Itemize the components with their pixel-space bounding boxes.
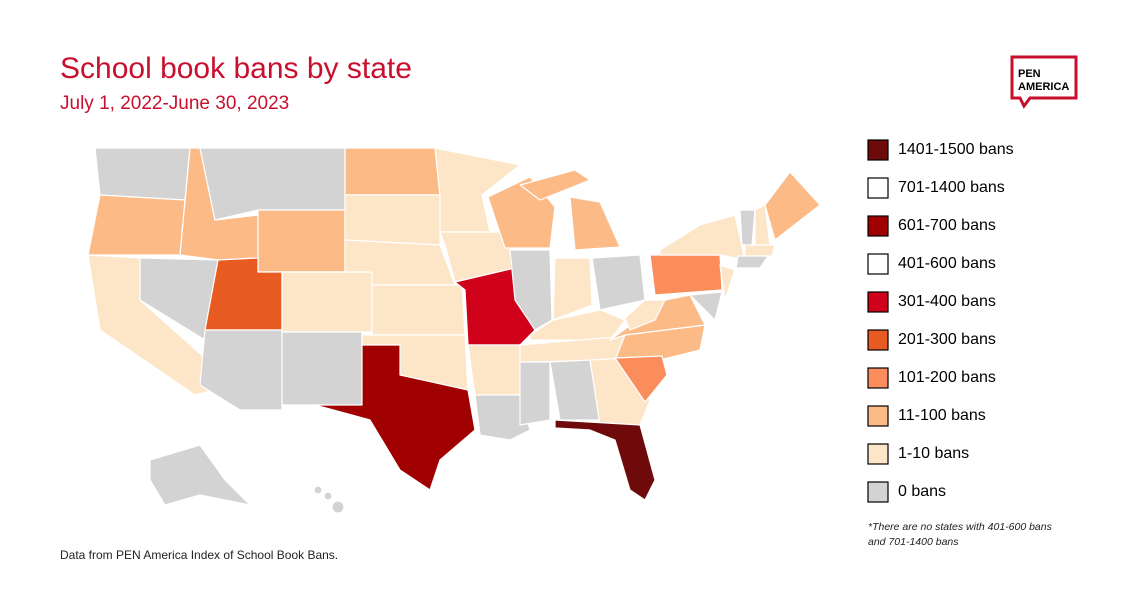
- logo-frame: [1010, 55, 1078, 109]
- state: [519, 361, 551, 426]
- state: [689, 291, 723, 321]
- legend-label: 401-600 bans: [898, 255, 996, 272]
- state: [467, 344, 526, 396]
- legend-label: 11-100 bans: [898, 407, 986, 424]
- logo: PEN AMERICA: [1010, 55, 1078, 109]
- state: [331, 500, 345, 514]
- legend-swatch: [867, 329, 889, 351]
- state: [624, 299, 666, 331]
- logo-text: AMERICA: [1018, 81, 1069, 93]
- state: [554, 419, 656, 501]
- us-map: [87, 147, 821, 514]
- state: [149, 444, 251, 506]
- legend-swatch: [867, 139, 889, 161]
- legend-label: 0 bans: [898, 483, 946, 500]
- legend-swatch: [867, 367, 889, 389]
- state: [614, 355, 668, 403]
- state: [764, 171, 821, 241]
- state: [344, 147, 441, 196]
- state: [509, 249, 553, 331]
- legend-swatch: [867, 253, 889, 275]
- state: [313, 485, 323, 495]
- source-note: Data from PEN America Index of School Bo…: [60, 548, 338, 562]
- state: [739, 209, 756, 246]
- legend-label: 301-400 bans: [898, 293, 996, 310]
- state: [281, 271, 373, 333]
- legend-swatch: [867, 443, 889, 465]
- state: [529, 309, 626, 341]
- state: [719, 264, 736, 301]
- state: [649, 254, 723, 296]
- state: [314, 344, 476, 491]
- footnote: *There are no states with 401-600 bans: [868, 521, 1053, 533]
- state: [94, 147, 191, 201]
- legend-swatch: [867, 291, 889, 313]
- state: [591, 254, 646, 311]
- legend-swatch: [867, 481, 889, 503]
- state: [371, 284, 466, 336]
- title: School book bans by state: [60, 52, 412, 85]
- legend-swatch: [867, 215, 889, 237]
- legend-label: 201-300 bans: [898, 331, 996, 348]
- state: [199, 147, 346, 221]
- state: [199, 329, 283, 411]
- legend: 1401-1500 bans 701-1400 bans 601-700 bans 4…: [867, 139, 1014, 503]
- state: [281, 331, 363, 406]
- footnote: and 701-1400 bans: [868, 536, 959, 548]
- legend-label: 1401-1500 bans: [898, 141, 1014, 158]
- state: [735, 255, 769, 269]
- state: [344, 194, 441, 246]
- subtitle: July 1, 2022-June 30, 2023: [60, 93, 289, 114]
- state: [552, 257, 593, 321]
- legend-swatch: [867, 405, 889, 427]
- legend-swatch: [867, 177, 889, 199]
- legend-label: 701-1400 bans: [898, 179, 1005, 196]
- state: [323, 491, 333, 501]
- logo-text: PEN: [1018, 68, 1041, 80]
- state: [257, 209, 346, 273]
- state: [569, 196, 621, 251]
- legend-label: 601-700 bans: [898, 217, 996, 234]
- legend-label: 101-200 bans: [898, 369, 996, 386]
- state: [87, 194, 186, 256]
- state: [519, 169, 591, 201]
- state: [474, 394, 531, 441]
- legend-label: 1-10 bans: [898, 445, 969, 462]
- state: [659, 214, 746, 261]
- state: [744, 244, 776, 257]
